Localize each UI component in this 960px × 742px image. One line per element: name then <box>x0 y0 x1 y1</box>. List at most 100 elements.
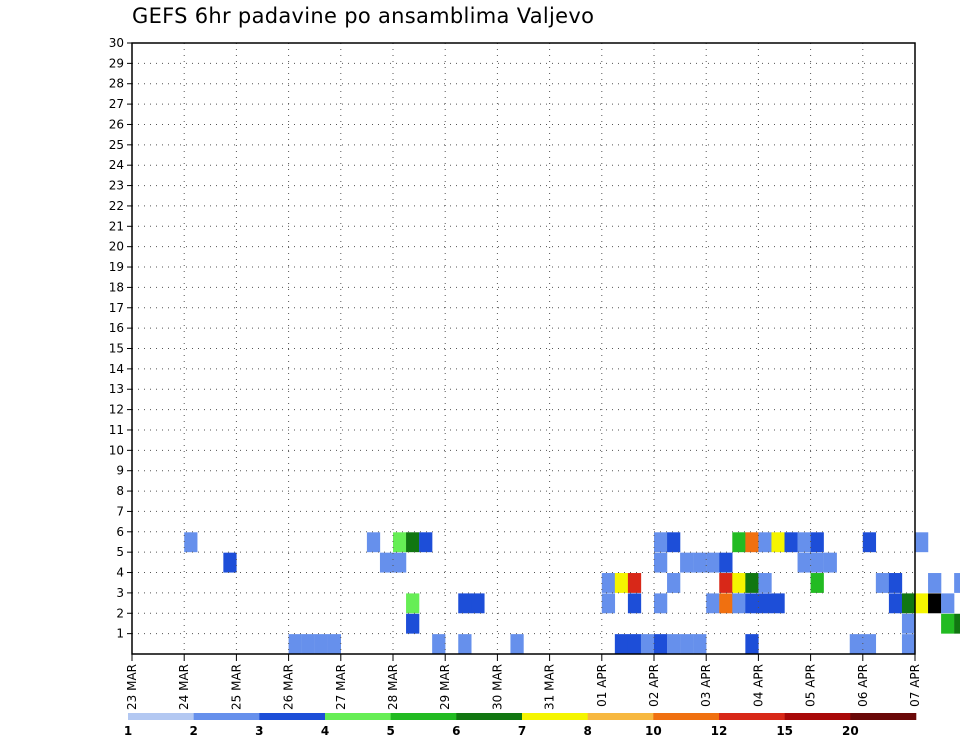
x-tick-label: 24 MAR <box>177 664 191 710</box>
precip-cell <box>223 552 237 573</box>
y-tick-label: 12 <box>109 403 124 417</box>
precip-cell <box>810 573 824 593</box>
precip-cell <box>719 552 733 573</box>
precip-cell <box>184 532 198 553</box>
precip-cell <box>719 573 733 593</box>
precip-cell <box>680 634 694 654</box>
legend-label: 2 <box>189 724 197 738</box>
precip-cell <box>667 634 681 654</box>
y-tick-label: 25 <box>109 138 124 152</box>
legend-swatch <box>193 713 260 720</box>
x-tick-label: 29 MAR <box>438 664 452 710</box>
x-tick-label: 26 MAR <box>282 664 296 710</box>
legend-swatch <box>850 713 917 720</box>
legend-label: 3 <box>255 724 263 738</box>
precip-cell <box>654 532 668 553</box>
y-tick-label: 9 <box>116 464 124 478</box>
legend-label: 12 <box>711 724 728 738</box>
y-tick-label: 30 <box>109 36 124 50</box>
precip-cell <box>888 573 903 593</box>
y-tick-label: 19 <box>109 260 124 274</box>
legend-swatch <box>259 713 326 720</box>
y-tick-label: 21 <box>109 219 124 233</box>
precip-cell <box>314 634 328 654</box>
legend-swatch <box>128 713 194 720</box>
y-tick-label: 24 <box>109 158 124 172</box>
precip-cell <box>784 532 798 553</box>
y-tick-label: 23 <box>109 179 124 193</box>
precip-cell <box>458 634 472 654</box>
legend-label: 5 <box>386 724 394 738</box>
y-tick-label: 6 <box>116 525 124 539</box>
precip-cell <box>915 532 929 553</box>
precip-cell <box>758 593 772 614</box>
x-tick-label: 30 MAR <box>490 664 504 710</box>
precip-cell <box>614 634 629 654</box>
precip-cell <box>627 634 642 654</box>
precip-cell <box>719 593 733 614</box>
precip-cell <box>379 552 394 573</box>
legend-swatch <box>587 713 654 720</box>
precip-cell <box>510 634 524 654</box>
precip-cell <box>667 532 681 553</box>
precip-cell <box>432 634 446 654</box>
precip-cell <box>327 634 341 654</box>
y-tick-label: 29 <box>109 56 124 70</box>
precip-cell <box>301 634 315 654</box>
legend-label: 10 <box>645 724 662 738</box>
y-tick-label: 3 <box>116 586 124 600</box>
precip-cell <box>954 613 960 634</box>
legend-label: 6 <box>452 724 460 738</box>
y-axis: 1234567891011121314151617181920212223242… <box>109 36 132 641</box>
precip-cell <box>745 634 759 654</box>
x-axis: 23 MAR 24 MAR 25 MAR 26 MAR 27 MAR 28 MAR 29 M… <box>125 654 922 710</box>
cells-layer <box>184 532 960 654</box>
legend-swatch <box>522 713 588 720</box>
precip-cell <box>810 552 824 573</box>
precip-cell <box>862 634 877 654</box>
precip-cell <box>627 593 642 614</box>
precip-cell <box>758 573 772 593</box>
legend-label: 8 <box>583 724 591 738</box>
legend-label: 15 <box>776 724 793 738</box>
y-tick-label: 22 <box>109 199 124 213</box>
precip-cell <box>601 573 616 593</box>
y-tick-label: 1 <box>116 627 124 641</box>
precip-cell <box>366 532 381 553</box>
precip-cell <box>393 552 407 573</box>
y-tick-label: 16 <box>109 321 124 335</box>
precip-cell <box>745 532 759 553</box>
x-tick-label: 02 APR <box>647 664 661 707</box>
precip-cell <box>758 532 772 553</box>
legend-swatch <box>456 713 523 720</box>
precip-cell <box>393 532 407 553</box>
y-tick-label: 7 <box>116 504 124 518</box>
y-tick-label: 15 <box>109 342 124 356</box>
precip-cell <box>915 593 929 614</box>
x-tick-label: 03 APR <box>699 664 713 707</box>
precip-cell <box>654 593 668 614</box>
precip-cell <box>654 634 668 654</box>
x-tick-label: 31 MAR <box>543 664 557 710</box>
y-tick-label: 2 <box>116 606 124 620</box>
precip-cell <box>771 593 785 614</box>
precip-cell <box>901 613 916 634</box>
precip-cell <box>810 532 824 553</box>
precip-cell <box>771 532 785 553</box>
precip-cell <box>471 593 485 614</box>
y-tick-label: 5 <box>116 545 124 559</box>
x-tick-label: 23 MAR <box>125 664 139 710</box>
precip-cell <box>732 532 746 553</box>
precip-cell <box>732 573 746 593</box>
precip-cell <box>862 532 877 553</box>
precip-cell <box>928 593 942 614</box>
precip-cell <box>406 593 420 614</box>
legend-swatch <box>653 713 720 720</box>
y-tick-label: 10 <box>109 443 124 457</box>
precip-cell <box>654 552 668 573</box>
precip-cell <box>706 552 720 573</box>
y-tick-label: 8 <box>116 484 124 498</box>
y-tick-label: 13 <box>109 382 124 396</box>
precip-cell <box>680 552 694 573</box>
